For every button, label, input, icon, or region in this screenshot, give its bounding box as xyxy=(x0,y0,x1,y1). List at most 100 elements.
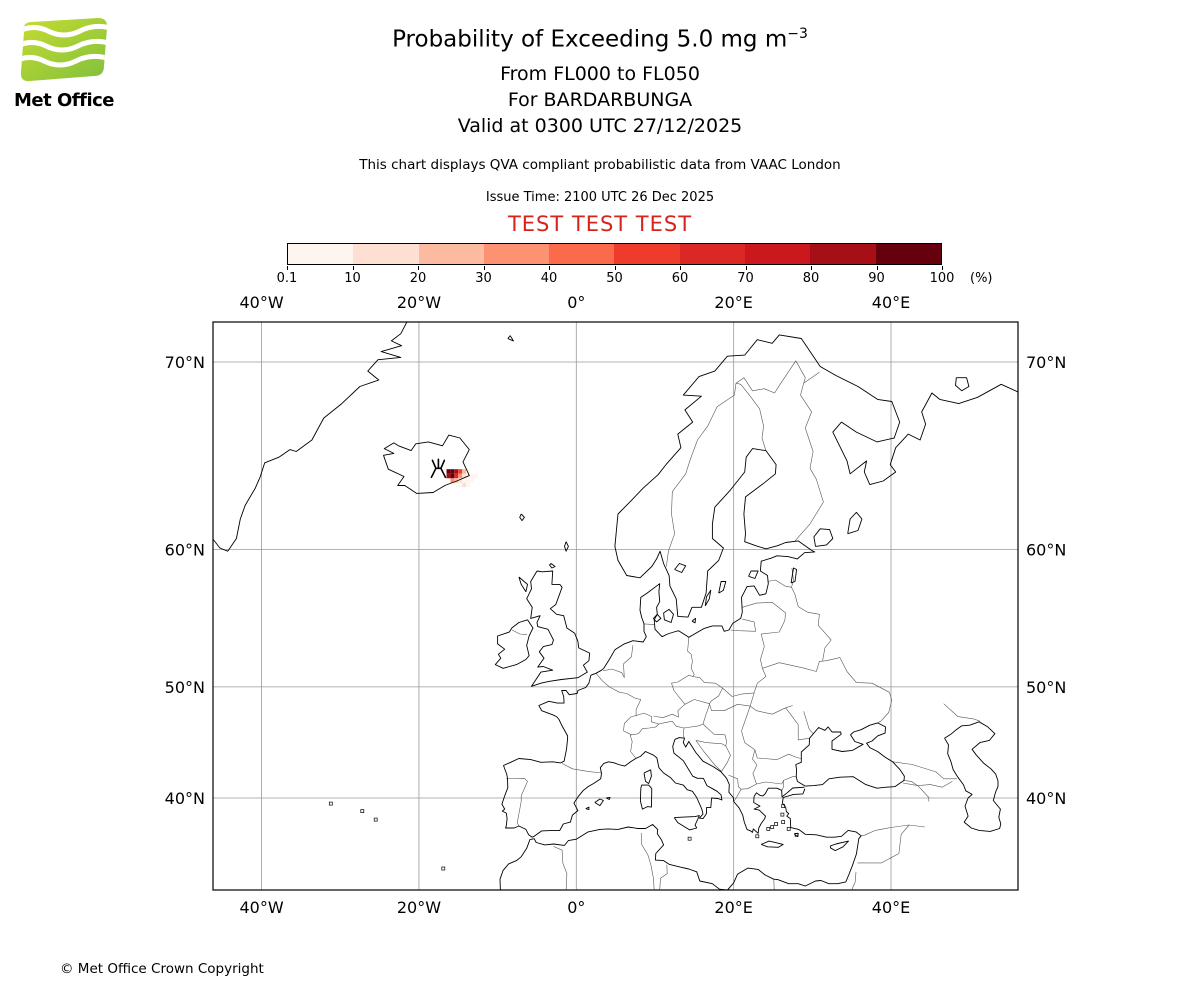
colorbar-segment xyxy=(549,244,615,264)
country-border xyxy=(857,824,910,864)
coastline xyxy=(501,334,1018,838)
lon-label-top: 20°W xyxy=(397,293,441,312)
country-border xyxy=(730,629,756,632)
probability-cell xyxy=(470,473,474,479)
coastline xyxy=(507,335,514,342)
small-island xyxy=(373,817,378,822)
country-border xyxy=(623,645,634,678)
coastline xyxy=(704,589,712,607)
coastline xyxy=(663,608,674,623)
coastline xyxy=(691,617,696,624)
country-border xyxy=(781,776,797,785)
country-border xyxy=(684,703,710,729)
probability-cell xyxy=(458,478,463,483)
met-office-logo: Met Office xyxy=(14,18,134,111)
country-border xyxy=(629,734,636,759)
small-island xyxy=(786,827,791,831)
lat-label-left: 50°N xyxy=(165,678,205,697)
country-border xyxy=(902,781,953,788)
country-border xyxy=(561,763,602,774)
coastline xyxy=(718,581,727,594)
colorbar-tick-label: 30 xyxy=(475,271,492,286)
small-island xyxy=(781,804,786,808)
probability-cell xyxy=(470,478,474,483)
subtitle-volcano: For BARDARBUNGA xyxy=(507,89,693,111)
lon-label-bottom: 20°W xyxy=(397,898,441,917)
country-border xyxy=(851,871,857,890)
country-border xyxy=(903,780,930,802)
met-office-brand-text: Met Office xyxy=(14,90,115,111)
coastline xyxy=(499,788,862,890)
small-island xyxy=(770,825,775,829)
coastline xyxy=(639,784,653,810)
country-border xyxy=(623,712,660,736)
colorbar-tick-label: 80 xyxy=(802,271,820,286)
country-border xyxy=(761,612,786,635)
country-border xyxy=(892,761,958,780)
colorbar-tick-label: 100 xyxy=(929,271,955,286)
country-border xyxy=(781,780,784,791)
small-island xyxy=(794,832,799,837)
coastline xyxy=(653,613,662,623)
copyright-footer: © Met Office Crown Copyright xyxy=(60,961,264,977)
country-border xyxy=(741,730,756,751)
country-border xyxy=(861,824,925,837)
country-border xyxy=(595,673,642,716)
small-island xyxy=(774,822,778,826)
probability-cell xyxy=(446,469,451,474)
colorbar-tick-label: 70 xyxy=(737,271,754,286)
coastline xyxy=(813,528,834,547)
lon-label-bottom: 40°W xyxy=(239,898,283,917)
colorbar-segment xyxy=(679,244,746,264)
colorbar-tick xyxy=(483,266,485,270)
colorbar-tick-label: 40 xyxy=(540,271,558,286)
country-border xyxy=(749,692,793,715)
colorbar-tick xyxy=(680,266,681,270)
colorbar-tick xyxy=(942,266,943,270)
lon-label-top: 40°E xyxy=(872,293,910,312)
country-border xyxy=(506,777,528,827)
country-border xyxy=(687,637,695,677)
subtitle-flight-levels: From FL000 to FL050 xyxy=(500,63,700,85)
lat-label-right: 40°N xyxy=(1026,789,1066,808)
lat-label-right: 70°N xyxy=(1026,353,1066,372)
probability-cell xyxy=(454,473,459,479)
lon-label-bottom: 20°E xyxy=(714,898,752,917)
country-border xyxy=(741,706,751,732)
small-island xyxy=(360,809,365,813)
coastline xyxy=(549,563,556,569)
colorbar-tick-label: 0.1 xyxy=(276,271,298,286)
coastline xyxy=(213,322,408,552)
probability-cell xyxy=(454,478,459,483)
colorbar-tick xyxy=(876,266,878,270)
coastline xyxy=(955,377,970,392)
country-border xyxy=(512,629,528,635)
country-border xyxy=(702,723,727,747)
country-border xyxy=(671,674,693,705)
probability-cell xyxy=(474,473,478,479)
colorbar-segment xyxy=(288,244,354,264)
country-border xyxy=(640,832,655,890)
map-frame xyxy=(212,321,1019,891)
probability-cell xyxy=(454,469,459,474)
test-banner: TEST TEST TEST xyxy=(507,212,693,236)
country-border xyxy=(695,740,726,747)
lat-label-right: 50°N xyxy=(1026,678,1066,697)
coastline xyxy=(761,840,784,848)
probability-cell xyxy=(462,482,467,488)
subtitle-valid-time: Valid at 0300 UTC 27/12/2025 xyxy=(457,115,743,137)
coastline xyxy=(829,840,849,852)
country-border xyxy=(684,687,723,705)
country-border xyxy=(735,382,767,451)
country-border xyxy=(721,745,731,772)
probability-cell xyxy=(450,478,455,483)
coastline xyxy=(383,434,470,494)
country-border xyxy=(752,749,758,785)
coastline xyxy=(643,769,652,784)
colorbar-tick-label: 60 xyxy=(671,271,689,286)
probability-cell xyxy=(462,478,467,483)
colorbar-tick xyxy=(745,266,747,270)
country-border xyxy=(785,707,810,741)
colorbar-segment xyxy=(810,244,876,264)
colorbar-segment xyxy=(353,244,419,264)
